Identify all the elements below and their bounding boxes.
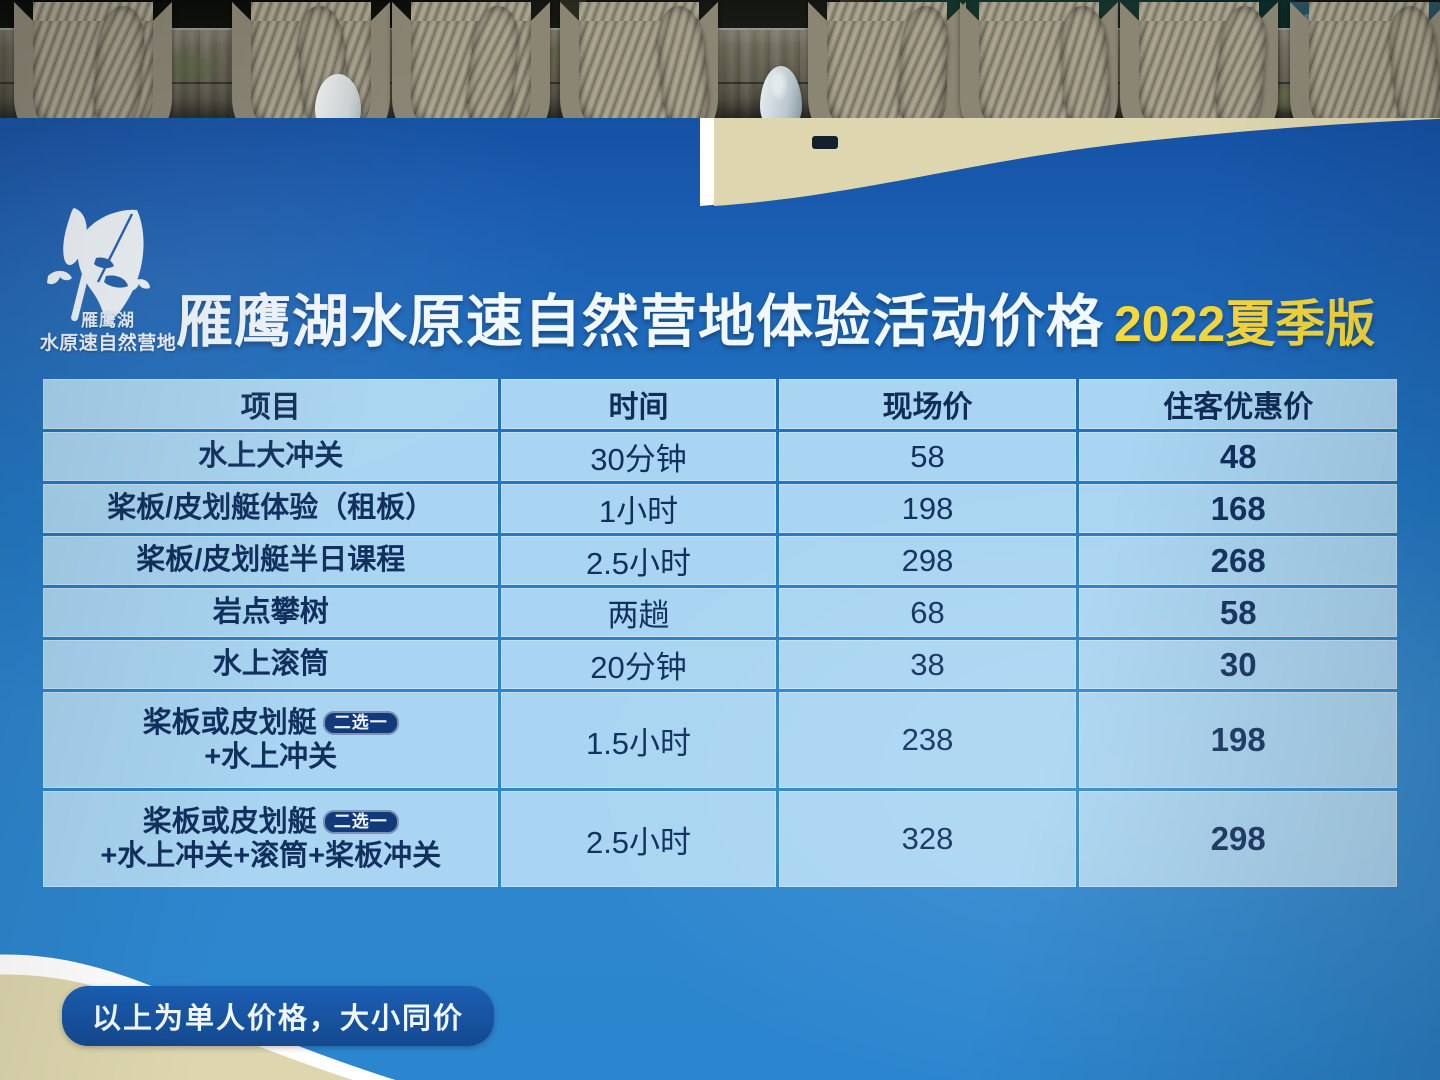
cell-item: 桨板或皮划艇 二选一 +水上冲关+滚筒+桨板冲关 bbox=[43, 791, 499, 887]
item-name-extra: +水上冲关 bbox=[204, 741, 338, 773]
cell-time: 20分钟 bbox=[501, 640, 776, 689]
column-header-item: 项目 bbox=[43, 379, 499, 429]
table-row: 水上大冲关 30分钟 58 48 bbox=[43, 432, 1397, 481]
cell-time: 两趟 bbox=[501, 588, 776, 637]
table-row: 岩点攀树 两趟 68 58 bbox=[43, 588, 1397, 637]
price-table: 项目 时间 现场价 住客优惠价 水上大冲关 30分钟 58 48 桨板/皮划艇体… bbox=[40, 376, 1400, 890]
cell-time: 1小时 bbox=[501, 484, 776, 533]
cell-price: 58 bbox=[778, 432, 1077, 481]
table-body: 水上大冲关 30分钟 58 48 桨板/皮划艇体验（租板） 1小时 198 16… bbox=[43, 432, 1397, 887]
choose-one-badge: 二选一 bbox=[322, 710, 399, 735]
cell-time: 1.5小时 bbox=[501, 692, 776, 788]
title-edition-badge: 2022夏季版 bbox=[1114, 296, 1376, 352]
table-row: 桨板或皮划艇 二选一 +水上冲关+滚筒+桨板冲关 2.5小时 328 298 bbox=[43, 791, 1397, 887]
choose-one-badge: 二选一 bbox=[322, 809, 399, 834]
cell-item: 水上滚筒 bbox=[43, 640, 499, 689]
rope-wrap bbox=[14, 2, 172, 132]
logo-subtitle-line2: 水原速自然营地 bbox=[39, 333, 177, 354]
item-name: 桨板或皮划艇 bbox=[142, 805, 317, 838]
table-row: 桨板/皮划艇体验（租板） 1小时 198 168 bbox=[43, 484, 1397, 533]
cell-vip-price: 48 bbox=[1079, 432, 1397, 481]
cell-item: 水上大冲关 bbox=[43, 432, 499, 481]
item-name: 桨板/皮划艇半日课程 bbox=[136, 544, 406, 577]
price-sign-board: 雁鹰湖 水原速自然营地 雁鹰湖水原速自然营地体验活动价格 2022夏季版 项目 … bbox=[0, 118, 1440, 1080]
title-main-text: 雁鹰湖水原速自然营地体验活动价格 bbox=[176, 290, 1104, 354]
page-title: 雁鹰湖水原速自然营地体验活动价格 2022夏季版 bbox=[176, 276, 1375, 358]
column-header-price: 现场价 bbox=[778, 379, 1077, 429]
column-header-time: 时间 bbox=[501, 379, 776, 429]
cell-item: 桨板或皮划艇 二选一 +水上冲关 bbox=[43, 692, 499, 788]
cell-vip-price: 58 bbox=[1079, 588, 1397, 637]
sand-wave-top-right bbox=[700, 118, 1440, 252]
item-name: 桨板/皮划艇体验（租板） bbox=[107, 492, 435, 525]
cell-item: 岩点攀树 bbox=[43, 588, 499, 637]
photo-strip-top bbox=[0, 0, 1440, 132]
kayak-paddleboard-logo-icon bbox=[34, 190, 184, 340]
item-name: 水上大冲关 bbox=[198, 440, 344, 473]
cell-time: 2.5小时 bbox=[501, 791, 776, 887]
cell-price: 38 bbox=[778, 640, 1077, 689]
table-header-row: 项目 时间 现场价 住客优惠价 bbox=[43, 379, 1397, 429]
cell-vip-price: 198 bbox=[1079, 692, 1397, 788]
cell-item: 桨板/皮划艇体验（租板） bbox=[43, 484, 499, 533]
cell-time: 30分钟 bbox=[501, 432, 776, 481]
cell-vip-price: 298 bbox=[1079, 791, 1397, 887]
column-header-vip-price: 住客优惠价 bbox=[1079, 379, 1397, 429]
table-row: 水上滚筒 20分钟 38 30 bbox=[43, 640, 1397, 689]
table-row: 桨板或皮划艇 二选一 +水上冲关 1.5小时 238 198 bbox=[43, 692, 1397, 788]
cell-vip-price: 30 bbox=[1079, 640, 1397, 689]
item-name-extra: +水上冲关+滚筒+桨板冲关 bbox=[100, 840, 442, 872]
item-name: 岩点攀树 bbox=[212, 596, 329, 629]
cell-time: 2.5小时 bbox=[501, 536, 776, 585]
cell-vip-price: 268 bbox=[1079, 536, 1397, 585]
logo-subtitle-line1: 雁鹰湖 bbox=[81, 311, 135, 330]
cell-price: 198 bbox=[778, 484, 1077, 533]
cell-price: 328 bbox=[778, 791, 1077, 887]
mounting-hole bbox=[812, 136, 838, 149]
cell-price: 68 bbox=[778, 588, 1077, 637]
item-name: 桨板或皮划艇 bbox=[142, 706, 317, 739]
cell-price: 298 bbox=[778, 536, 1077, 585]
item-name: 水上滚筒 bbox=[212, 648, 329, 681]
cell-vip-price: 168 bbox=[1079, 484, 1397, 533]
cell-item: 桨板/皮划艇半日课程 bbox=[43, 536, 499, 585]
table-row: 桨板/皮划艇半日课程 2.5小时 298 268 bbox=[43, 536, 1397, 585]
cell-price: 238 bbox=[778, 692, 1077, 788]
footer-note: 以上为单人价格，大小同价 bbox=[62, 986, 495, 1046]
